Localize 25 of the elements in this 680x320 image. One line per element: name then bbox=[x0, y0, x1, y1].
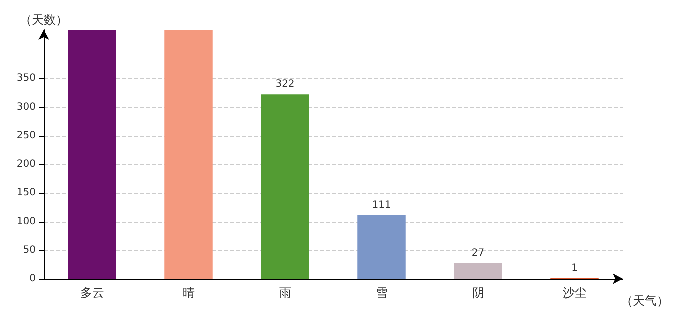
y-tick-label: 200 bbox=[16, 159, 36, 170]
x-tick-label: 阴 bbox=[472, 286, 484, 300]
data-label: 1 bbox=[572, 262, 578, 274]
y-tick-label: 150 bbox=[16, 188, 36, 199]
x-tick-label: 雨 bbox=[279, 286, 292, 300]
bar bbox=[261, 94, 310, 279]
x-tick-label: 雪 bbox=[376, 286, 388, 300]
data-label: 27 bbox=[472, 248, 485, 260]
x-axis-title: （天气） bbox=[621, 294, 669, 308]
x-tick-label: 晴 bbox=[182, 286, 195, 300]
bar bbox=[68, 30, 116, 279]
y-axis-title: （天数） bbox=[20, 13, 68, 27]
y-tick-label: 300 bbox=[16, 102, 36, 113]
y-tick-label: 0 bbox=[30, 274, 36, 284]
x-tick-label: 多云 bbox=[80, 286, 104, 300]
y-tick-label: 100 bbox=[16, 216, 36, 228]
y-tick-label: 250 bbox=[16, 130, 36, 142]
bar bbox=[164, 30, 213, 279]
data-label: 111 bbox=[372, 200, 392, 211]
bar bbox=[358, 215, 406, 279]
bar bbox=[454, 264, 502, 279]
y-tick-label: 50 bbox=[23, 244, 36, 256]
y-tick-label: 350 bbox=[16, 73, 36, 84]
data-label: 322 bbox=[276, 79, 295, 90]
x-tick-label: 沙尘 bbox=[562, 286, 587, 300]
